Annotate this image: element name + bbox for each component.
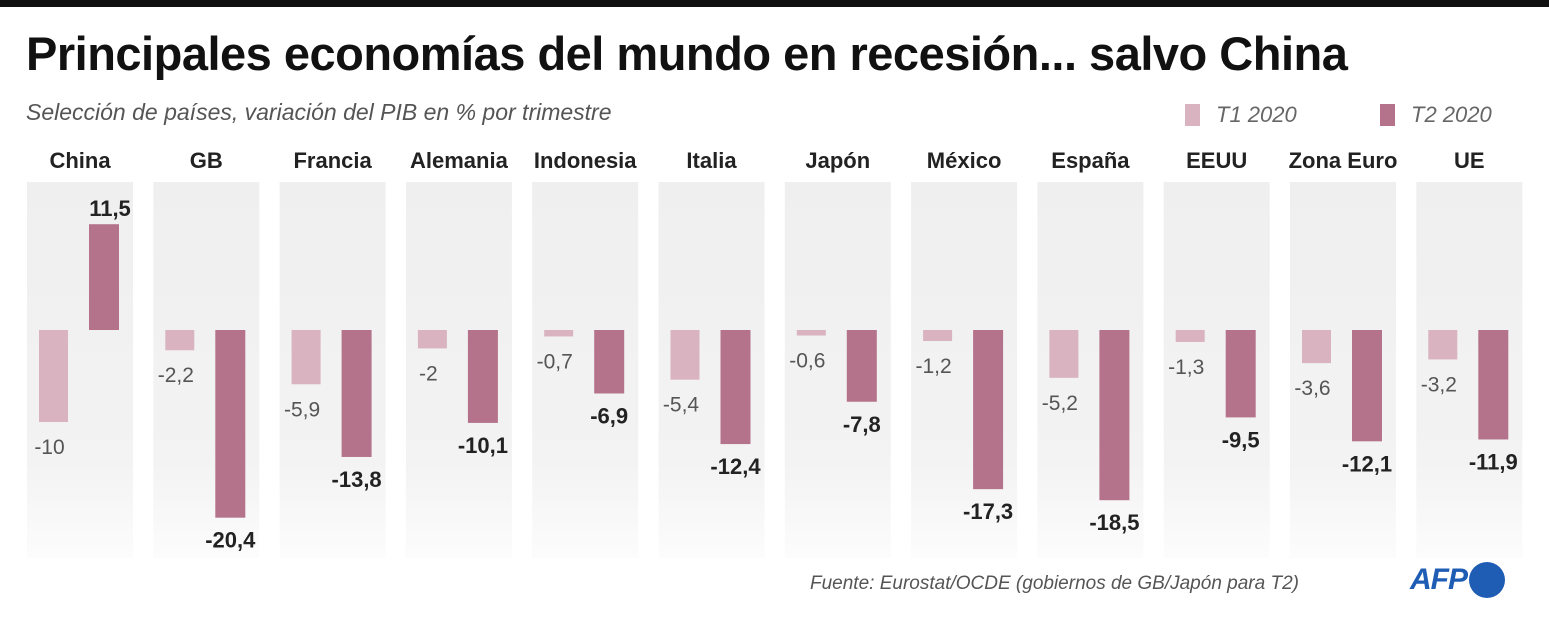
legend-label-t1: T1 2020: [1216, 102, 1297, 127]
data-label-t1: -2,2: [158, 364, 194, 387]
data-label-t1: -5,9: [284, 398, 320, 421]
bar-t1: [1428, 330, 1458, 360]
legend-swatch-t1: [1185, 104, 1200, 126]
bar-t1: [165, 330, 195, 351]
category-label: Zona Euro: [1289, 148, 1398, 173]
chart-subtitle: Selección de países, variación del PIB e…: [26, 99, 612, 125]
bar-t2: [1478, 330, 1509, 440]
legend-item-t2: T2 2020: [1380, 102, 1492, 128]
data-label-t2: -9,5: [1222, 427, 1260, 452]
bar-t2: [1225, 330, 1256, 418]
data-label-t1: -0,7: [537, 350, 573, 373]
bar-t1: [39, 330, 68, 422]
category-label: UE: [1454, 148, 1485, 173]
source-note: Fuente: Eurostat/OCDE (gobiernos de GB/J…: [810, 573, 1299, 594]
data-label-t1: -2: [419, 362, 438, 385]
bar-t2: [215, 330, 246, 518]
bar-t1: [796, 330, 826, 336]
data-label-t2: -18,5: [1089, 510, 1139, 535]
data-label-t1: -3,2: [1421, 373, 1457, 396]
bar-t1: [1175, 330, 1205, 342]
data-label-t2: -12,1: [1342, 451, 1392, 476]
legend-swatch-t2: [1380, 104, 1395, 126]
category-label: Alemania: [410, 148, 509, 173]
bar-t1: [670, 330, 700, 380]
data-label-t1: -5,2: [1042, 392, 1078, 415]
category-label: GB: [190, 148, 223, 173]
category-label: Indonesia: [534, 148, 637, 173]
afp-logo: AFP: [1410, 562, 1505, 598]
data-label-t1: -0,6: [789, 350, 825, 373]
legend-label-t2: T2 2020: [1411, 102, 1492, 127]
category-label: Francia: [293, 148, 372, 173]
category-label: México: [927, 148, 1002, 173]
bar-t1: [417, 330, 447, 349]
data-label-t2: -10,1: [458, 433, 508, 458]
bar-t2: [1352, 330, 1382, 442]
top-bar: [0, 0, 1549, 7]
category-label: Italia: [686, 148, 737, 173]
category-label: Japón: [805, 148, 870, 173]
data-label-t2: -20,4: [205, 528, 256, 553]
chart-title: Principales economías del mundo en reces…: [26, 27, 1348, 80]
bar-t2: [1099, 330, 1130, 501]
bar-t2: [467, 330, 498, 423]
bar-t2: [846, 330, 877, 402]
data-label-t1: -5,4: [663, 394, 700, 417]
bar-t1: [291, 330, 321, 385]
bar-t2: [89, 224, 119, 330]
data-label-t2: 11,5: [89, 196, 131, 221]
category-label: China: [49, 148, 111, 173]
legend-item-t1: T1 2020: [1185, 102, 1297, 128]
data-label-t2: -17,3: [963, 499, 1013, 524]
data-label-t2: -7,8: [843, 412, 881, 437]
data-label-t1: -10: [34, 436, 64, 459]
data-label-t2: -13,8: [332, 467, 382, 492]
data-label-t2: -11,9: [1469, 449, 1518, 474]
bar-t1: [544, 330, 574, 337]
bar-t2: [973, 330, 1004, 490]
category-label: España: [1051, 148, 1130, 173]
category-label: EEUU: [1186, 148, 1247, 173]
bar-t1: [1049, 330, 1079, 378]
bar-t2: [720, 330, 751, 445]
bar-t2: [594, 330, 625, 394]
data-label-t1: -3,6: [1294, 377, 1330, 400]
data-label-t1: -1,2: [916, 355, 952, 378]
bar-t1: [1302, 330, 1331, 364]
data-label-t2: -6,9: [590, 403, 628, 428]
data-label-t1: -1,3: [1168, 356, 1204, 379]
bar-t1: [923, 330, 953, 342]
bar-t2: [341, 330, 372, 457]
data-label-t2: -12,4: [710, 454, 761, 479]
